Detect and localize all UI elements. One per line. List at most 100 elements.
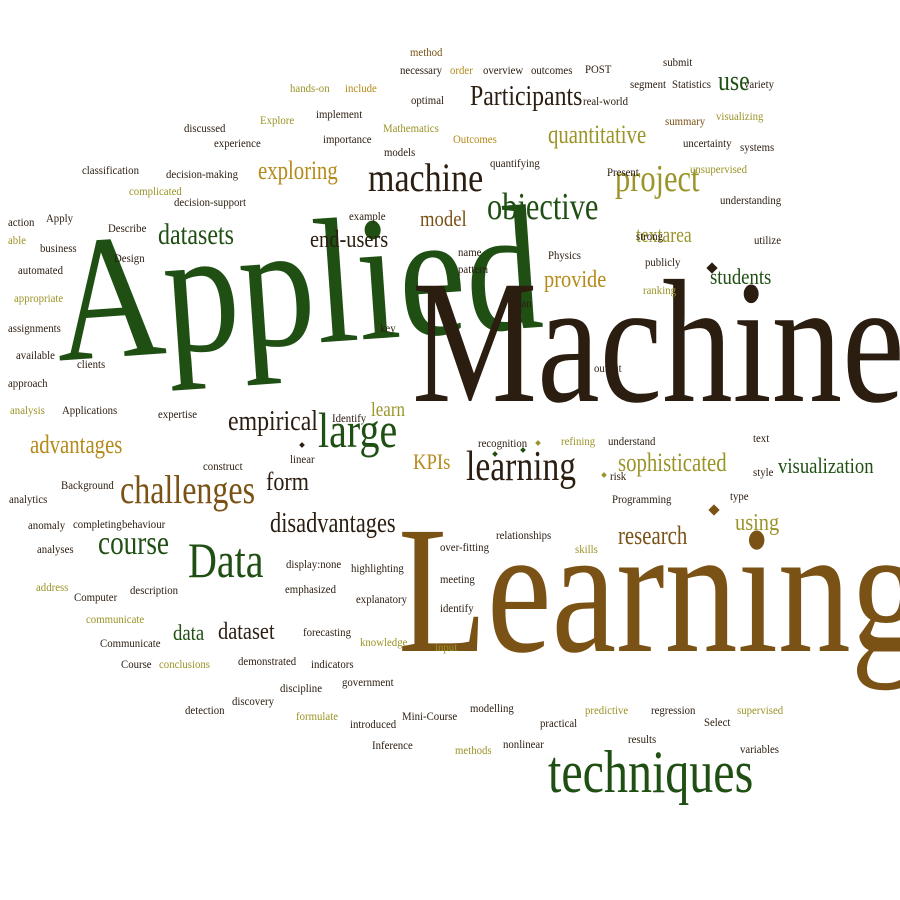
cloud-word-98: text — [753, 431, 770, 445]
cloud-word-63: classification — [82, 163, 139, 177]
cloud-word-144: Select — [704, 715, 731, 729]
cloud-word-26: disadvantages — [270, 508, 396, 539]
diamond-bullet-icon — [601, 472, 607, 478]
cloud-word-102: style — [753, 465, 774, 479]
diamond-bullet-icon — [299, 442, 305, 448]
cloud-word-37: overview — [483, 63, 524, 77]
cloud-word-94: Identify — [332, 411, 367, 425]
cloud-word-14: provide — [544, 267, 607, 293]
cloud-word-23: advantages — [30, 430, 123, 459]
cloud-word-87: clients — [77, 357, 106, 371]
cloud-word-104: analytics — [9, 492, 48, 506]
cloud-word-48: visualizing — [716, 109, 764, 123]
cloud-word-135: discovery — [232, 694, 274, 708]
cloud-word-6: project — [615, 158, 700, 200]
cloud-word-139: modelling — [470, 701, 514, 715]
cloud-word-4: machine — [368, 155, 484, 200]
cloud-word-141: regression — [651, 703, 696, 717]
cloud-word-15: students — [710, 264, 772, 289]
cloud-word-82: publicly — [645, 255, 681, 269]
cloud-word-106: type — [730, 489, 749, 503]
cloud-word-130: demonstrated — [238, 654, 297, 668]
cloud-word-12: model — [420, 206, 467, 231]
cloud-word-105: Programming — [612, 492, 672, 506]
cloud-word-81: utilize — [754, 233, 781, 247]
cloud-word-95: recognition — [478, 436, 528, 450]
cloud-word-126: knowledge — [360, 635, 408, 649]
cloud-word-77: name — [458, 245, 482, 259]
cloud-word-70: Apply — [46, 211, 73, 225]
cloud-word-22: empirical — [228, 406, 318, 437]
cloud-word-67: understanding — [720, 193, 782, 207]
cloud-word-143: practical — [540, 716, 578, 730]
cloud-word-33: use — [718, 66, 750, 97]
cloud-word-71: able — [8, 233, 26, 247]
cloud-word-44: hands-on — [290, 81, 330, 95]
cloud-word-74: Design — [114, 251, 145, 265]
cloud-word-96: refining — [561, 434, 596, 448]
cloud-word-62: unsupervised — [690, 162, 747, 176]
cloud-word-113: highlighting — [351, 561, 404, 575]
cloud-word-101: risk — [610, 469, 627, 483]
cloud-word-109: behaviour — [122, 517, 166, 531]
cloud-word-118: description — [130, 583, 178, 597]
cloud-word-49: summary — [665, 114, 706, 128]
cloud-word-146: Inference — [372, 738, 413, 752]
cloud-word-149: variables — [740, 742, 779, 756]
cloud-word-131: indicators — [311, 657, 354, 671]
cloud-word-111: analyses — [37, 542, 74, 556]
cloud-word-140: predictive — [585, 703, 629, 717]
cloud-word-137: introduced — [350, 717, 397, 731]
cloud-word-89: approach — [8, 376, 48, 390]
cloud-word-18: KPIs — [413, 449, 451, 474]
cloud-word-73: Describe — [108, 221, 147, 235]
cloud-word-99: linear — [290, 452, 315, 466]
cloud-word-148: nonlinear — [503, 737, 544, 751]
cloud-word-147: methods — [455, 743, 492, 757]
cloud-word-46: optimal — [411, 93, 445, 107]
cloud-word-124: Communicate — [100, 636, 161, 650]
cloud-word-39: POST — [585, 62, 612, 76]
cloud-word-53: experience — [214, 136, 261, 150]
cloud-word-38: outcomes — [531, 63, 573, 77]
cloud-word-13: textarea — [636, 222, 692, 247]
cloud-word-79: Physics — [548, 248, 582, 262]
cloud-word-75: automated — [18, 263, 63, 277]
cloud-word-31: dataset — [218, 619, 275, 645]
cloud-word-42: Statistics — [672, 77, 712, 91]
cloud-word-52: discussed — [184, 121, 226, 135]
cloud-word-85: assignments — [8, 321, 61, 335]
cloud-word-30: data — [173, 620, 205, 645]
cloud-word-127: input — [435, 640, 458, 654]
cloud-word-16: large — [318, 402, 398, 458]
cloud-word-108: completing — [73, 517, 122, 531]
cloud-word-134: detection — [185, 703, 225, 717]
cloud-word-65: complicated — [129, 184, 182, 198]
cloud-word-97: understand — [608, 434, 656, 448]
cloud-word-1: Machine — [412, 245, 900, 440]
cloud-word-27: research — [618, 521, 688, 550]
cloud-word-29: form — [266, 467, 309, 496]
cloud-word-120: explanatory — [356, 592, 407, 606]
cloud-word-20: visualization — [778, 453, 874, 478]
cloud-word-8: quantitative — [548, 120, 647, 149]
cloud-word-116: address — [36, 580, 69, 594]
cloud-word-76: appropriate — [14, 291, 64, 305]
cloud-word-88: key — [380, 321, 396, 335]
cloud-word-83: ranking — [643, 283, 676, 297]
cloud-word-133: government — [342, 675, 394, 689]
cloud-word-41: segment — [630, 77, 666, 91]
cloud-word-2: Learning — [398, 490, 900, 691]
cloud-word-68: example — [349, 209, 386, 223]
cloud-word-60: quantifying — [490, 156, 540, 170]
cloud-word-84: plan — [513, 296, 532, 310]
cloud-word-125: forecasting — [303, 625, 351, 639]
cloud-word-58: systems — [740, 140, 775, 154]
cloud-word-112: display:none — [286, 557, 342, 571]
cloud-word-17: learning — [466, 444, 577, 490]
cloud-word-11: end-users — [310, 227, 389, 253]
cloud-word-34: method — [410, 45, 443, 59]
cloud-word-21: challenges — [120, 467, 256, 512]
cloud-word-36: order — [450, 63, 473, 77]
cloud-word-100: construct — [203, 459, 243, 473]
